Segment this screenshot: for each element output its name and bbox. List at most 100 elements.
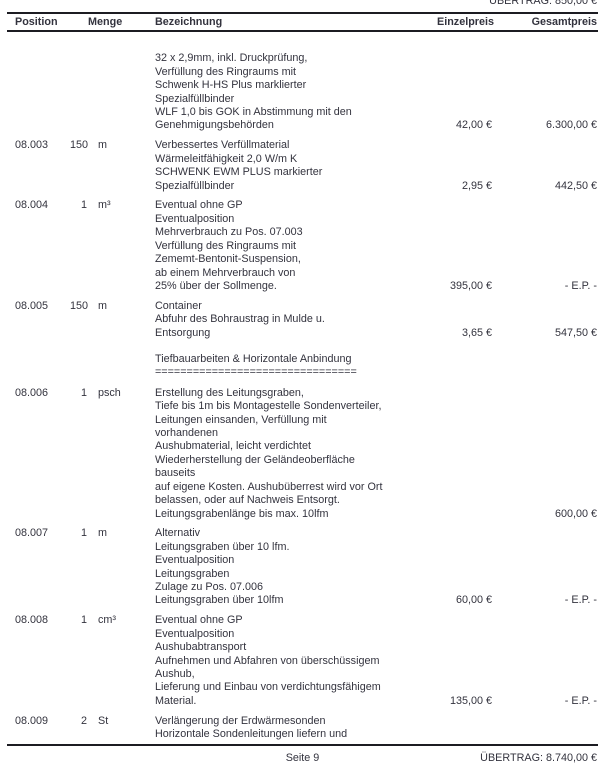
description-line: Schwenk H-HS Plus marklierter <box>155 79 307 92</box>
description-cell: Verbessertes Verfüllmaterial Wärmeleitfäh… <box>155 139 437 193</box>
section-title: Tiefbauarbeiten & Horizontale Anbindung <box>155 353 352 366</box>
unit-price-cell: 60,00 € <box>455 594 492 607</box>
description-cell: Alternativ Leitungsgraben über 10 lfm. Eve… <box>155 527 437 607</box>
header-top-rule <box>7 12 598 14</box>
description-line: Abfuhr des Bohraustrag in Mulde u. <box>155 313 325 326</box>
unit-cell: m <box>98 299 107 312</box>
description-line: Leitungen einsanden, Verfüllung mit <box>155 413 327 426</box>
description-cell: Container Abfuhr des Bohraustrag in Mulde… <box>155 300 437 340</box>
unit-cell: cm³ <box>98 614 116 627</box>
description-cell: Eventual ohne GP Eventualposition Mehrverb… <box>155 199 437 293</box>
page-number: Seite 9 <box>285 752 320 764</box>
description-line: Genehmigungsbehörden <box>155 119 274 132</box>
description-line: Leitungsgraben über 10 lfm. <box>155 540 290 553</box>
description-line: Zulage zu Pos. 07.006 <box>155 581 264 594</box>
description-line: Eventual ohne GP <box>155 614 243 627</box>
unit-price-cell: 2,95 € <box>461 179 492 192</box>
unit-cell: m³ <box>98 199 111 212</box>
unit-cell: St <box>98 714 109 727</box>
total-price-cell: 442,50 € <box>554 179 597 192</box>
description-line: Entsorgung <box>155 326 211 339</box>
position-cell: 08.007 <box>15 527 49 540</box>
description-line: Spezialfüllbinder <box>155 179 235 192</box>
description-line: Zememt-Bentonit-Suspension, <box>155 253 301 266</box>
description-line: Eventualposition <box>155 212 235 225</box>
description-line: Aushub, <box>155 667 195 680</box>
description-line: Aufnehmen und Abfahren von überschüssige… <box>155 654 380 667</box>
description-line: Mehrverbrauch zu Pos. 07.003 <box>155 226 303 239</box>
unit-price-cell: 135,00 € <box>449 694 492 707</box>
table-row: 08.005 150 m Container Abfuhr des Bohraus… <box>0 300 605 340</box>
unit-price-cell: 395,00 € <box>449 279 492 292</box>
table-row: 32 x 2,9mm, inkl. Druckprüfung, Verfüllun… <box>0 52 605 132</box>
quantity-cell: 1 <box>80 199 87 212</box>
description-line: Container <box>155 299 202 312</box>
table-row: 08.004 1 m³ Eventual ohne GP Eventualposi… <box>0 199 605 293</box>
unit-price-cell: 42,00 € <box>455 119 492 132</box>
carryover-bottom: ÜBERTRAG: 8.740,00 € <box>480 752 597 764</box>
description-line: Verfüllung des Ringraums mit <box>155 239 297 252</box>
carryover-top: ÜBERTRAG: 850,00 € <box>489 0 597 8</box>
footer-rule <box>7 744 598 746</box>
table-body: 32 x 2,9mm, inkl. Druckprüfung, Verfüllun… <box>0 32 605 741</box>
section-underline: ================================ <box>155 366 357 379</box>
description-line: Leitungsgrabenlänge bis max. 10lfm <box>155 507 329 520</box>
description-line: Leitungsgraben <box>155 567 230 580</box>
description-line: SCHWENK EWM PLUS markierter <box>155 166 323 179</box>
unit-price-cell: 3,65 € <box>461 326 492 339</box>
position-cell: 08.005 <box>15 299 49 312</box>
carryover-top-text: ÜBERTRAG: 850,00 € <box>489 0 597 7</box>
description-line: Leitungsgraben über 10lfm <box>155 594 284 607</box>
unit-cell: m <box>98 139 107 152</box>
table-header-row: Position Menge Bezeichnung Einzelpreis G… <box>0 14 605 30</box>
description-line: Lieferung und Einbau von verdichtungsfäh… <box>155 681 381 694</box>
quantity-cell: 1 <box>80 527 87 540</box>
description-line: Material. <box>155 694 197 707</box>
quantity-cell: 1 <box>80 614 87 627</box>
description-line: ab einem Mehrverbrauch von <box>155 266 296 279</box>
quantity-cell: 1 <box>80 386 87 399</box>
header-einzelpreis: Einzelpreis <box>437 16 495 28</box>
table-row: 08.008 1 cm³ Eventual ohne GP Eventualpos… <box>0 614 605 708</box>
description-line: Aushubabtransport <box>155 641 247 654</box>
description-line: Eventualposition <box>155 627 235 640</box>
section-header: Tiefbauarbeiten & Horizontale Anbindung … <box>155 353 605 380</box>
quantity-cell: 150 <box>70 139 89 152</box>
unit-cell: m <box>98 527 107 540</box>
description-line: Erstellung des Leitungsgraben, <box>155 386 304 399</box>
unit-cell: psch <box>98 386 121 399</box>
total-price-cell: - E.P. - <box>564 279 597 292</box>
footer-line: Seite 9 ÜBERTRAG: 8.740,00 € <box>0 752 605 771</box>
position-cell: 08.004 <box>15 199 49 212</box>
header-bezeichnung: Bezeichnung <box>155 16 223 28</box>
header-gesamtpreis: Gesamtpreis <box>531 16 597 28</box>
description-line: Wiederherstellung der Geländeoberfläche <box>155 453 355 466</box>
position-cell: 08.003 <box>15 139 49 152</box>
description-line: Verlängerung der Erdwärmesonden <box>155 714 326 727</box>
total-price-cell: 600,00 € <box>554 507 597 520</box>
description-line: belassen, oder auf Nachweis Entsorgt. <box>155 494 340 507</box>
description-cell: 32 x 2,9mm, inkl. Druckprüfung, Verfüllun… <box>155 52 437 132</box>
position-cell: 08.008 <box>15 614 49 627</box>
description-line: 32 x 2,9mm, inkl. Druckprüfung, <box>155 52 308 65</box>
description-line: WLF 1,0 bis GOK in Abstimmung mit den <box>155 106 352 119</box>
description-line: Eventual ohne GP <box>155 199 243 212</box>
description-line: Aushubmaterial, leicht verdichtet <box>155 440 312 453</box>
position-cell: 08.009 <box>15 714 49 727</box>
description-line: vorhandenen <box>155 427 219 440</box>
description-line: 25% über der Sollmenge. <box>155 279 277 292</box>
description-cell: Eventual ohne GP Eventualposition Aushubab… <box>155 614 437 708</box>
table-row: 08.007 1 m Alternativ Leitungsgraben über… <box>0 527 605 607</box>
total-price-cell: 547,50 € <box>554 326 597 339</box>
description-line: Verfüllung des Ringraums mit <box>155 65 297 78</box>
description-cell: Verlängerung der Erdwärmesonden Horizonta… <box>155 715 437 742</box>
description-line: bauseits <box>155 467 196 480</box>
total-price-cell: 6.300,00 € <box>545 119 597 132</box>
quantity-cell: 2 <box>80 714 87 727</box>
description-line: auf eigene Kosten. Aushubüberrest wird v… <box>155 480 383 493</box>
header-position: Position <box>15 16 58 28</box>
description-line: Tiefe bis 1m bis Montagestelle Sondenver… <box>155 400 382 413</box>
table-row: 08.006 1 psch Erstellung des Leitungsgra… <box>0 387 605 521</box>
header-bottom-rule <box>7 30 598 33</box>
